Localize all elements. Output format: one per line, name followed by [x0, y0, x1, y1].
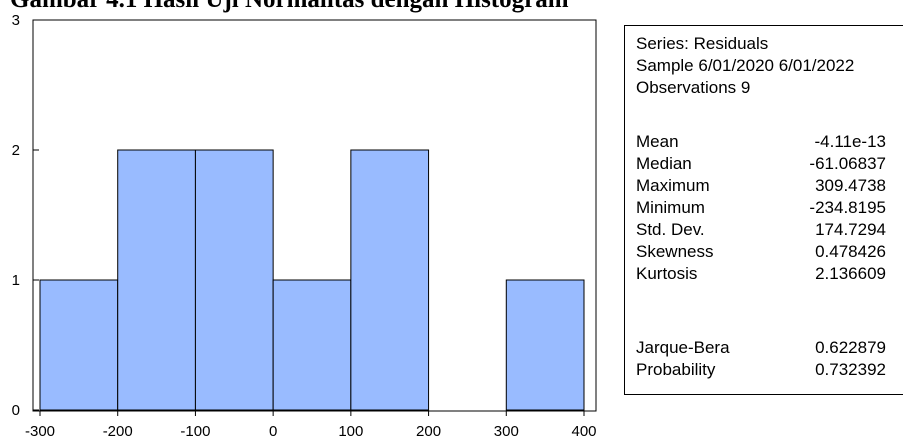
histogram-chart: 0 1 2 3 -300 -200 -100 0 100 200 300 400 — [0, 0, 620, 441]
x-tick-label: 100 — [338, 423, 363, 440]
stat-label: Kurtosis — [636, 263, 697, 285]
stat-value: 2.136609 — [815, 263, 886, 285]
stat-label: Std. Dev. — [636, 219, 705, 241]
histogram-bar — [118, 150, 196, 410]
stat-label: Median — [636, 153, 692, 175]
x-tick-label: 200 — [416, 423, 441, 440]
stat-value: -61.06837 — [809, 153, 886, 175]
stat-row: Std. Dev. 174.7294 — [636, 219, 896, 241]
stat-label: Mean — [636, 131, 679, 153]
stat-row: Kurtosis 2.136609 — [636, 263, 896, 285]
observations-label: Observations 9 — [636, 77, 750, 99]
stat-label: Maximum — [636, 175, 710, 197]
stat-row: Maximum 309.4738 — [636, 175, 896, 197]
stat-value: 0.478426 — [815, 241, 886, 263]
stat-value: 0.732392 — [815, 359, 886, 381]
stat-label: Jarque-Bera — [636, 337, 730, 359]
histogram-bar — [351, 150, 429, 410]
stat-row: Minimum -234.8195 — [636, 197, 896, 219]
stat-row: Mean -4.11e-13 — [636, 131, 896, 153]
y-tick-label: 1 — [12, 272, 20, 289]
stat-value: 0.622879 — [815, 337, 886, 359]
x-tick-label: -200 — [103, 423, 133, 440]
stat-row: Median -61.06837 — [636, 153, 896, 175]
histogram-bar — [40, 280, 118, 410]
stat-value: -234.8195 — [809, 197, 886, 219]
stat-value: -4.11e-13 — [814, 131, 886, 153]
histogram-bar — [273, 280, 351, 410]
x-tick-label: -100 — [180, 423, 210, 440]
stat-label: Skewness — [636, 241, 713, 263]
y-tick-label: 3 — [12, 12, 20, 29]
histogram-bar — [506, 280, 584, 410]
stat-row: Jarque-Bera 0.622879 — [636, 337, 896, 359]
y-tick-label: 2 — [12, 142, 20, 159]
sample-label: Sample 6/01/2020 6/01/2022 — [636, 55, 854, 77]
stat-row: Skewness 0.478426 — [636, 241, 896, 263]
histogram-bar — [195, 150, 273, 410]
x-tick-label: 300 — [494, 423, 519, 440]
stat-value: 174.7294 — [815, 219, 886, 241]
statistics-panel: Series: Residuals Sample 6/01/2020 6/01/… — [624, 25, 903, 395]
x-tick-label: 0 — [269, 423, 277, 440]
series-label: Series: Residuals — [636, 33, 768, 55]
stat-label: Minimum — [636, 197, 705, 219]
y-tick-label: 0 — [12, 402, 20, 419]
stat-row: Probability 0.732392 — [636, 359, 896, 381]
stat-value: 309.4738 — [815, 175, 886, 197]
x-tick-label: 400 — [571, 423, 596, 440]
stat-label: Probability — [636, 359, 715, 381]
x-tick-label: -300 — [25, 423, 55, 440]
